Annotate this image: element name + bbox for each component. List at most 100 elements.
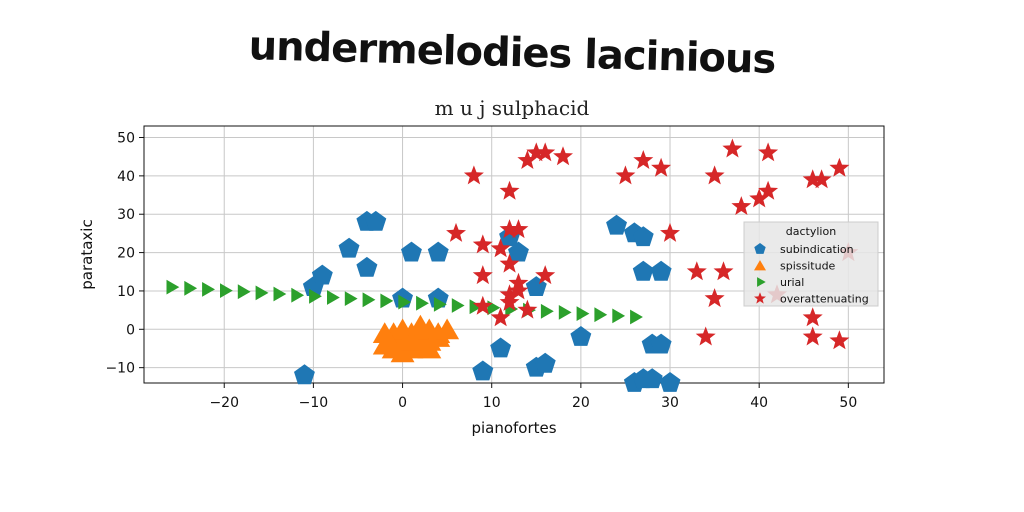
y-tick-label: 30	[117, 207, 135, 223]
y-tick-label: 0	[126, 322, 135, 338]
x-axis-label: pianofortes	[471, 419, 556, 437]
overattenuating-point	[704, 288, 725, 308]
subindication-point	[606, 214, 627, 235]
legend-label-urial: urial	[780, 276, 804, 289]
y-tick-label: 20	[117, 246, 135, 262]
overattenuating-point	[472, 265, 493, 285]
subindication-point	[632, 226, 654, 247]
overattenuating-point	[553, 146, 573, 166]
legend: dactylion subindication spissitude urial ove…	[743, 221, 879, 307]
subindication-point	[534, 352, 556, 373]
subindication-point	[472, 360, 494, 381]
urial-point	[309, 288, 322, 304]
overattenuating-point	[517, 299, 538, 319]
urial-point	[487, 300, 501, 316]
x-tick-label: 30	[661, 395, 679, 411]
overattenuating-point	[758, 142, 779, 162]
legend-label-overattenuating: overattenuating	[780, 293, 869, 306]
overattenuating-point	[508, 219, 529, 239]
subindication-point	[401, 241, 422, 262]
spissitude-point	[399, 330, 424, 351]
urial-point	[184, 280, 198, 296]
legend-box	[743, 221, 879, 307]
series-subindication	[294, 210, 681, 392]
urial-point	[576, 306, 590, 321]
urial-point	[327, 290, 340, 305]
urial-point	[237, 284, 251, 300]
overattenuating-point	[713, 261, 734, 281]
subindication-point	[338, 237, 360, 258]
overattenuating-point	[802, 326, 823, 346]
overattenuating-point	[615, 165, 636, 185]
y-tick-label: 50	[117, 131, 135, 147]
urial-point	[291, 287, 305, 303]
subindication-point	[641, 368, 663, 389]
overattenuating-point	[811, 169, 832, 189]
x-tick-label: 20	[572, 395, 590, 411]
overattenuating-point	[508, 280, 529, 300]
x-tick-label: −20	[209, 395, 239, 411]
data-series	[166, 138, 859, 392]
overattenuating-point	[446, 222, 466, 242]
overattenuating-point	[490, 238, 511, 258]
urial-point	[451, 298, 465, 313]
urial-point	[594, 307, 608, 323]
x-tick-label: −10	[299, 395, 329, 411]
overattenuating-point	[499, 180, 520, 200]
urial-point	[630, 309, 643, 325]
subindication-point	[294, 364, 315, 385]
legend-marker-spissitude	[754, 260, 766, 271]
series-urial	[166, 279, 643, 325]
overattenuating-point	[499, 219, 520, 239]
overattenuating-point	[472, 295, 493, 315]
subindication-point	[650, 260, 672, 281]
overattenuating-point	[802, 307, 823, 327]
overattenuating-point	[660, 222, 680, 242]
x-tick-label: 10	[483, 395, 501, 411]
urial-point	[380, 293, 394, 309]
overattenuating-point	[731, 196, 752, 215]
subindication-point	[570, 326, 592, 346]
overattenuating-point	[463, 165, 484, 185]
urial-point	[344, 291, 358, 306]
x-tick-label: 0	[398, 395, 407, 411]
overattenuating-point	[499, 253, 520, 273]
legend-label-subindication: subindication	[780, 243, 854, 256]
subindication-point	[311, 264, 333, 285]
chart-subtitle: m u j sulphacid	[434, 96, 590, 120]
legend-title: dactylion	[786, 225, 836, 238]
subindication-point	[508, 241, 529, 262]
urial-point	[273, 286, 287, 302]
urial-point	[433, 297, 447, 312]
x-tick-label: 50	[839, 395, 857, 411]
overattenuating-point	[535, 142, 556, 162]
overattenuating-point	[829, 157, 850, 177]
y-tick-label: −10	[105, 361, 135, 377]
subindication-point	[427, 241, 449, 262]
overattenuating-point	[526, 142, 547, 162]
urial-point	[612, 308, 626, 324]
overattenuating-point	[499, 291, 520, 311]
plot-area	[143, 125, 885, 384]
spissitude-point	[417, 337, 442, 359]
y-tick-label: 40	[117, 169, 135, 185]
spissitude-point	[435, 318, 460, 340]
urial-point	[220, 283, 233, 298]
spissitude-point	[408, 314, 433, 336]
urial-point	[558, 305, 572, 320]
overattenuating-point	[472, 234, 493, 254]
overattenuating-point	[686, 261, 707, 281]
legend-marker-urial	[757, 277, 766, 287]
overattenuating-point	[749, 188, 770, 208]
overattenuating-point	[490, 307, 511, 327]
series-spissitude	[372, 314, 460, 363]
overattenuating-point	[704, 165, 725, 185]
urial-point	[255, 285, 269, 301]
subindication-point	[632, 260, 654, 281]
urial-point	[202, 282, 215, 297]
subindication-point	[650, 333, 672, 354]
overattenuating-point	[802, 169, 823, 189]
y-tick-label: 10	[117, 284, 135, 300]
spissitude-point	[381, 337, 406, 359]
subindication-point	[490, 337, 512, 358]
